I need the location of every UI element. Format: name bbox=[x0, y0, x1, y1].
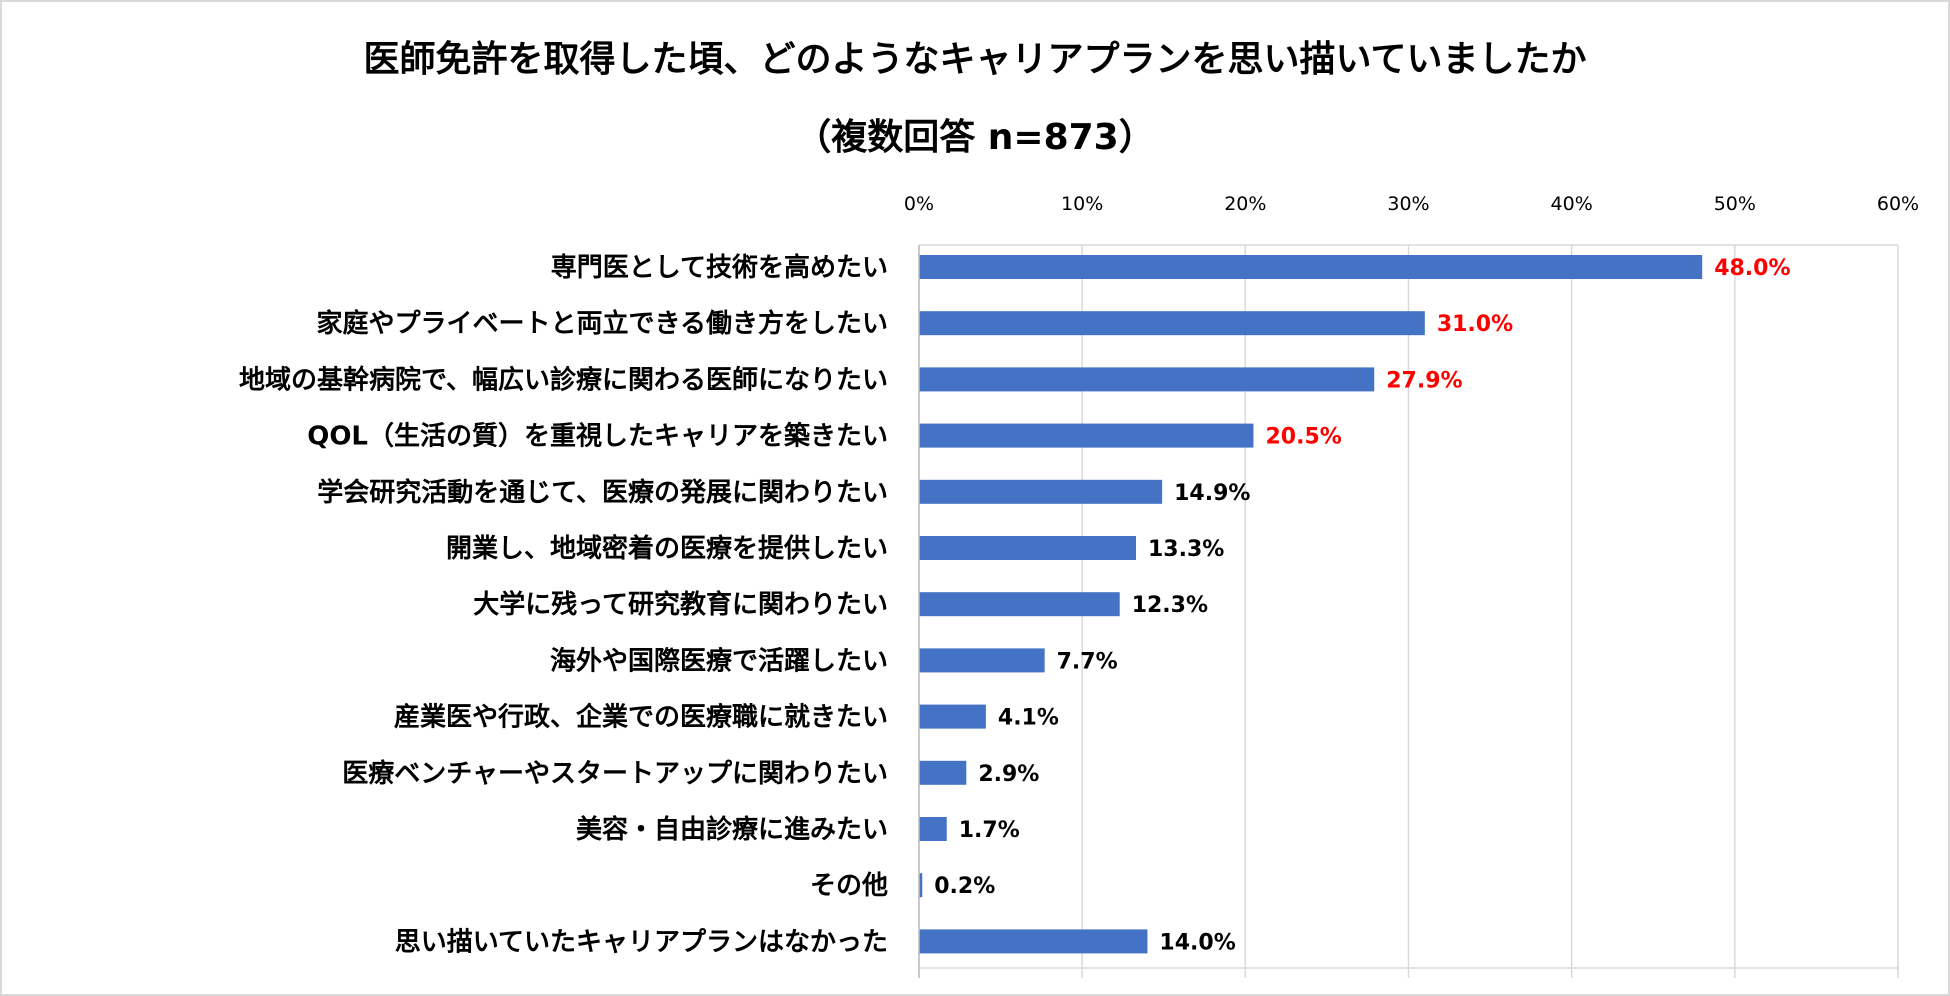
x-tick-label: 10% bbox=[1061, 193, 1103, 215]
x-tick-label: 40% bbox=[1551, 193, 1593, 215]
category-label: 家庭やプライベートと両立できる働き方をしたい bbox=[317, 308, 888, 339]
data-label: 27.9% bbox=[1386, 368, 1462, 393]
data-label: 0.2% bbox=[934, 874, 995, 899]
chart-subtitle: （複数回答 n=873） bbox=[795, 117, 1155, 158]
bar bbox=[919, 479, 1163, 504]
category-label: 思い描いていたキャリアプランはなかった bbox=[395, 927, 888, 957]
category-label: 開業し、地域密着の医療を提供したい bbox=[446, 533, 888, 564]
data-label: 31.0% bbox=[1437, 312, 1513, 337]
bar bbox=[919, 704, 986, 729]
bar bbox=[919, 873, 923, 898]
category-label: 産業医や行政、企業での医療職に就きたい bbox=[394, 702, 888, 733]
bar bbox=[919, 367, 1375, 392]
chart-title: 医師免許を取得した頃、どのようなキャリアプランを思い描いていましたか bbox=[363, 39, 1587, 80]
data-label: 13.3% bbox=[1148, 537, 1224, 562]
data-label: 2.9% bbox=[978, 762, 1039, 787]
data-label: 48.0% bbox=[1714, 256, 1790, 281]
category-label: 大学に残って研究教育に関わりたい bbox=[473, 589, 888, 620]
data-label: 20.5% bbox=[1265, 425, 1341, 450]
x-tick-label: 50% bbox=[1714, 193, 1756, 215]
x-tick-label: 60% bbox=[1877, 193, 1919, 215]
bar bbox=[919, 817, 947, 841]
category-label: 医療ベンチャーやスタートアップに関わりたい bbox=[342, 759, 888, 789]
data-label: 1.7% bbox=[959, 818, 1020, 843]
x-tick-label: 30% bbox=[1387, 193, 1429, 215]
bar bbox=[919, 592, 1120, 617]
data-label: 12.3% bbox=[1132, 593, 1208, 618]
x-tick-label: 0% bbox=[904, 193, 934, 215]
category-label: 海外や国際医療で活躍したい bbox=[550, 646, 888, 676]
bar bbox=[919, 423, 1254, 448]
category-label: 学会研究活動を通じて、医療の発展に関わりたい bbox=[317, 477, 888, 508]
data-label: 14.9% bbox=[1174, 481, 1250, 506]
category-label: その他 bbox=[810, 871, 888, 901]
bar bbox=[919, 648, 1045, 673]
data-label: 4.1% bbox=[998, 706, 1059, 731]
data-label: 7.7% bbox=[1057, 649, 1118, 674]
bar bbox=[919, 536, 1137, 560]
category-label: 地域の基幹病院で、幅広い診療に関わる医師になりたい bbox=[239, 364, 888, 395]
category-label: QOL（生活の質）を重視したキャリアを築きたい bbox=[307, 421, 888, 452]
bar bbox=[919, 311, 1425, 336]
category-label: 専門医として技術を高めたい bbox=[551, 252, 888, 283]
category-label: 美容・自由診療に進みたい bbox=[576, 814, 888, 845]
data-label: 14.0% bbox=[1159, 930, 1235, 955]
bar bbox=[919, 760, 967, 785]
x-tick-label: 20% bbox=[1224, 193, 1266, 215]
bar bbox=[919, 255, 1703, 279]
bar bbox=[919, 929, 1148, 954]
